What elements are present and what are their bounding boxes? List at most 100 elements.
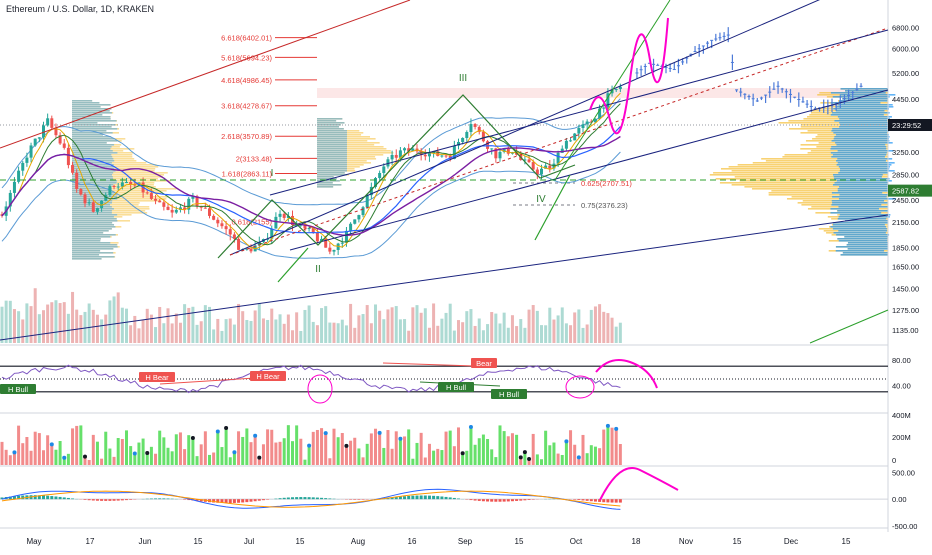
volume-marker [344, 444, 348, 448]
volume-pane-bar [391, 449, 394, 465]
volume-bar [577, 309, 580, 343]
volume-bar [162, 323, 165, 343]
divergence-tag-label: H Bull [8, 385, 28, 394]
volume-profile-bar [834, 176, 882, 178]
volume-bar [108, 300, 111, 343]
candle-body [63, 144, 66, 148]
volume-bar [212, 329, 215, 343]
volume-profile-bar [317, 184, 341, 186]
volume-pane-bar [59, 441, 62, 465]
macd-histogram-bar [445, 497, 448, 499]
volume-profile-bar [72, 108, 111, 110]
candle-body [440, 156, 443, 157]
volume-pane-bar [38, 433, 41, 465]
volume-profile-bar [838, 116, 892, 118]
volume-profile-bar [72, 116, 110, 118]
volume-bar [266, 320, 269, 343]
volume-profile-bar [844, 236, 888, 238]
candle-body [445, 156, 448, 157]
candle-body [84, 194, 87, 203]
macd-histogram-bar [440, 496, 443, 499]
volume-profile-bar [72, 154, 111, 156]
volume-profile-bar [317, 154, 347, 156]
volume-pane-bar [382, 448, 385, 465]
candle-body [79, 189, 82, 194]
volume-bar [341, 320, 344, 343]
volume-marker [469, 425, 473, 429]
volume-bar [411, 307, 414, 343]
candle-body [532, 162, 535, 169]
volume-profile-bar [836, 110, 885, 112]
candle-body [482, 132, 485, 141]
volume-bar [490, 312, 493, 343]
volume-profile-bar [830, 148, 886, 150]
volume-marker [519, 455, 523, 459]
volume-profile-bar [847, 244, 888, 246]
volume-pane-bar [357, 448, 360, 465]
candle-body [486, 141, 489, 149]
volume-pane-bar [154, 454, 157, 465]
volume-tick-label: 200M [892, 433, 911, 442]
volume-profile-bar [832, 140, 890, 142]
y-tick-label: 1135.00 [892, 326, 919, 335]
macd-histogram-bar [295, 497, 298, 499]
volume-pane-bar [453, 446, 456, 465]
candle-body [250, 249, 253, 252]
candle-body [46, 118, 49, 125]
macd-histogram-bar [420, 495, 423, 499]
price-badge-label: 23:29:52 [892, 121, 921, 130]
volume-profile-bar [72, 236, 110, 238]
volume-bar [42, 310, 45, 343]
volume-profile-bar [838, 172, 888, 174]
volume-bar [299, 331, 302, 343]
volume-marker [12, 450, 16, 454]
volume-bar [428, 328, 431, 343]
x-tick-label: Dec [784, 537, 798, 546]
volume-pane-bar [266, 429, 269, 465]
fib-level-label: 2(3133.48) [236, 154, 273, 163]
volume-marker [216, 429, 220, 433]
volume-pane-bar [424, 458, 427, 465]
x-tick-label: 17 [86, 537, 95, 546]
volume-bar [353, 328, 356, 343]
candle-body [212, 216, 215, 220]
candle-body [424, 155, 427, 156]
volume-marker [398, 437, 402, 441]
volume-pane-bar [362, 457, 365, 465]
volume-pane-bar [370, 433, 373, 465]
volume-marker [307, 444, 311, 448]
volume-bar [349, 304, 352, 343]
volume-profile-bar [72, 170, 116, 172]
volume-pane-bar [366, 444, 369, 465]
volume-pane-bar [150, 447, 153, 465]
volume-profile-bar [72, 118, 111, 120]
candle-body [67, 148, 70, 165]
volume-bar [171, 323, 174, 343]
macd-histogram-bar [353, 499, 356, 500]
volume-pane-bar [507, 436, 510, 465]
macd-histogram-bar [320, 498, 323, 499]
volume-pane-bar [30, 451, 33, 465]
volume-bar [382, 319, 385, 343]
candle-body [507, 148, 510, 153]
y-tick-label: 1650.00 [892, 263, 919, 272]
highlight-zone [317, 88, 888, 98]
volume-profile-bar [317, 136, 347, 138]
volume-bar [274, 319, 277, 343]
volume-bar [283, 324, 286, 343]
y-tick-label: 4450.00 [892, 95, 919, 104]
candle-body [204, 208, 207, 209]
volume-profile-bar [834, 138, 889, 140]
volume-profile-bar [838, 188, 892, 190]
volume-profile-bar [835, 182, 889, 184]
volume-pane-bar [615, 429, 618, 465]
volume-profile-bar [317, 166, 347, 168]
volume-profile-bar [72, 120, 116, 122]
macd-histogram-bar [96, 499, 99, 501]
candle-body [362, 207, 365, 215]
volume-pane-bar [67, 454, 70, 465]
candle-body [391, 155, 394, 159]
volume-profile-bar [72, 104, 111, 106]
